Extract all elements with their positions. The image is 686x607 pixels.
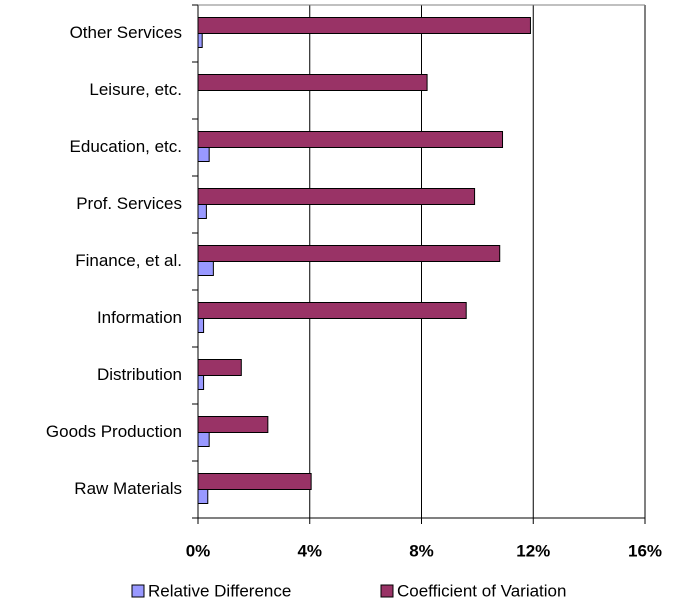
bar	[197, 416, 269, 433]
bar	[197, 33, 203, 48]
bar	[197, 204, 207, 219]
bar	[197, 147, 210, 162]
bar	[197, 17, 531, 34]
bar	[197, 432, 210, 447]
y-tick-label: Raw Materials	[74, 479, 182, 498]
bar	[197, 261, 214, 276]
legend-label: Coefficient of Variation	[397, 581, 566, 600]
x-tick-label: 12%	[516, 541, 550, 560]
bar	[197, 489, 209, 504]
y-tick-label: Prof. Services	[76, 194, 182, 213]
bar	[197, 318, 205, 333]
bar	[197, 359, 242, 376]
y-tick-label: Distribution	[97, 365, 182, 384]
bar	[197, 473, 312, 490]
x-tick-label: 16%	[628, 541, 662, 560]
legend-swatch	[380, 584, 394, 598]
bar	[197, 74, 428, 91]
bar	[197, 375, 205, 390]
y-tick-label: Goods Production	[46, 422, 182, 441]
y-tick-label: Finance, et al.	[75, 251, 182, 270]
legend-label: Relative Difference	[148, 581, 291, 600]
x-tick-label: 0%	[186, 541, 211, 560]
y-tick-label: Leisure, etc.	[89, 80, 182, 99]
x-tick-label: 4%	[297, 541, 322, 560]
bar	[197, 245, 501, 262]
y-tick-label: Education, etc.	[70, 137, 182, 156]
x-tick-label: 8%	[409, 541, 434, 560]
y-tick-label: Information	[97, 308, 182, 327]
bar	[197, 302, 467, 319]
bar	[197, 188, 476, 205]
legend-swatch	[131, 584, 145, 598]
bar	[197, 131, 504, 148]
y-tick-label: Other Services	[70, 23, 182, 42]
